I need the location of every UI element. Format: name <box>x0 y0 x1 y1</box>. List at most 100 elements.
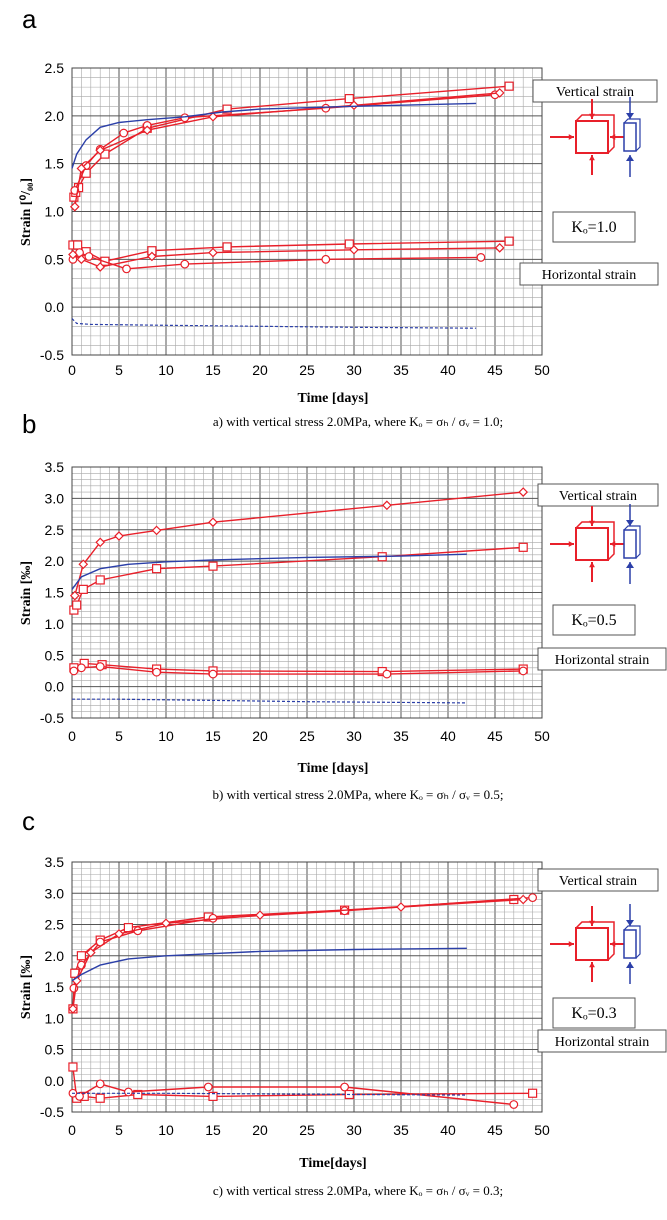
data-point <box>396 902 406 912</box>
x-axis-label: Time [days] <box>298 391 369 406</box>
data-point <box>142 125 153 136</box>
series-line <box>72 698 467 704</box>
data-point <box>76 163 87 174</box>
data-point <box>208 1091 218 1101</box>
plot-frame <box>71 67 543 356</box>
y-tick-label: 0.0 <box>45 679 65 695</box>
series-7 <box>68 243 505 272</box>
x-tick-label: 10 <box>158 728 174 744</box>
series-4 <box>71 947 467 982</box>
data-point <box>69 201 80 212</box>
data-point <box>161 918 171 929</box>
series-line <box>71 553 467 590</box>
data-point <box>208 247 218 258</box>
series-line <box>71 102 477 169</box>
stress-cube-icon <box>550 99 634 175</box>
x-tick-label: 40 <box>440 728 456 744</box>
specimen-icon <box>623 97 641 177</box>
x-tick-label: 10 <box>158 362 174 378</box>
data-point <box>95 1079 105 1089</box>
chart-panel-c: c 0 5 10 15 20 25 30 35 40 45 50 -0.5 0.0 0.5 1.0 1.5 2.0… <box>19 806 667 1198</box>
data-point <box>494 88 505 98</box>
x-tick-label: 30 <box>346 728 362 744</box>
data-point <box>344 94 354 104</box>
ko-label: Kₒ=1.0 <box>571 219 616 236</box>
data-point <box>382 669 392 679</box>
y-tick-label: 0.0 <box>45 299 65 315</box>
chart-panel-a: a 0 5 10 15 20 25 30 35 40 45 50 -0.5 0.0 0.5 1.0 1.5 2.0… <box>19 4 659 429</box>
y-axis-label: Strain [⁰/₀₀] <box>19 178 34 246</box>
data-point <box>114 929 124 939</box>
y-tick-label: 2.0 <box>45 553 65 569</box>
data-point <box>203 1082 213 1092</box>
data-point <box>68 1004 78 1014</box>
vertical-strain-label: Vertical strain <box>556 85 634 100</box>
data-point <box>76 951 87 961</box>
x-tick-label: 50 <box>534 728 550 744</box>
horizontal-strain-label-box <box>519 262 659 286</box>
x-tick-label: 40 <box>440 1122 456 1138</box>
y-tick-label: 0.5 <box>45 1042 65 1058</box>
x-tick-label: 40 <box>440 362 456 378</box>
data-point <box>76 663 86 673</box>
vertical-strain-label: Vertical strain <box>559 489 637 504</box>
x-tick-label: 25 <box>299 362 315 378</box>
x-tick-label: 50 <box>534 362 550 378</box>
grid <box>71 861 543 1113</box>
data-point <box>509 1100 519 1109</box>
stress-cube-icon <box>550 906 634 982</box>
y-tick-label: -0.5 <box>40 347 64 363</box>
ko-label: Kₒ=0.3 <box>571 1005 616 1022</box>
data-point <box>84 252 94 261</box>
data-point <box>527 1088 538 1098</box>
x-tick-label: 15 <box>205 362 221 378</box>
data-point <box>95 537 106 548</box>
y-axis-label: Strain [‰] <box>19 561 34 625</box>
y-tick-label: -0.5 <box>40 1104 64 1120</box>
data-point <box>518 894 529 905</box>
y-tick-label: 1.0 <box>45 616 65 632</box>
data-point <box>78 559 89 570</box>
x-tick-label: 25 <box>299 728 315 744</box>
x-tick-label: 0 <box>68 362 76 378</box>
x-tick-label: 25 <box>299 1122 315 1138</box>
panel-caption: a) with vertical stress 2.0MPa, where Kₒ… <box>213 414 503 429</box>
data-point <box>344 239 354 249</box>
data-point <box>222 242 232 252</box>
data-point <box>95 1093 105 1103</box>
data-point <box>123 1087 133 1097</box>
data-point <box>504 81 514 91</box>
panel-caption: b) with vertical stress 2.0MPa, where Kₒ… <box>213 787 504 802</box>
data-point <box>208 669 218 679</box>
data-point <box>75 1091 84 1101</box>
panel-letter: b <box>22 409 36 439</box>
y-tick-label: -0.5 <box>40 710 64 726</box>
series-4 <box>71 102 477 169</box>
horizontal-strain-label-box <box>537 1029 667 1053</box>
series-line <box>71 318 477 329</box>
series-1 <box>69 487 529 601</box>
y-tick-label: 2.5 <box>45 522 65 538</box>
vertical-strain-label-box <box>537 483 659 507</box>
x-tick-label: 5 <box>115 728 123 744</box>
data-point <box>494 243 505 253</box>
data-point <box>123 923 134 933</box>
ko-label-box <box>552 997 636 1029</box>
panel-caption: c) with vertical stress 2.0MPa, where Kₒ… <box>213 1183 503 1198</box>
data-point <box>208 517 218 528</box>
horizontal-strain-label: Horizontal strain <box>542 268 636 283</box>
x-tick-label: 45 <box>487 362 503 378</box>
data-point <box>152 564 162 574</box>
y-tick-label: 3.0 <box>45 885 65 901</box>
series-3 <box>71 553 467 590</box>
y-tick-label: 0.5 <box>45 251 65 267</box>
y-axis-label: Strain [‰] <box>19 955 34 1019</box>
data-point <box>95 575 105 585</box>
y-tick-label: 2.5 <box>45 60 65 76</box>
data-point <box>340 1082 350 1092</box>
ko-label-box <box>552 211 636 243</box>
series-6 <box>68 1079 519 1109</box>
vertical-strain-label-box <box>537 868 659 892</box>
data-point <box>68 1062 78 1072</box>
data-point <box>95 145 106 156</box>
